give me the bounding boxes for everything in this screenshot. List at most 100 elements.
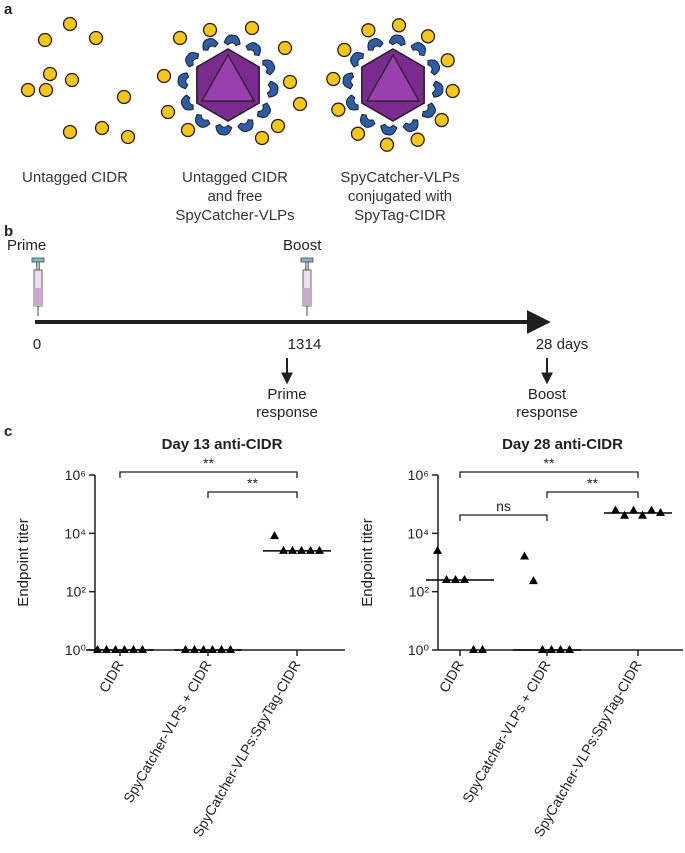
significance-bracket xyxy=(546,491,639,498)
boost-response: Boost xyxy=(528,386,567,403)
x-tick-label: CIDR xyxy=(436,658,467,696)
cidr-protein xyxy=(254,130,270,146)
spycatcher-shape xyxy=(185,52,200,68)
cidr-protein xyxy=(434,112,449,128)
spycatcher-shape xyxy=(195,113,211,128)
data-point xyxy=(120,645,129,653)
data-point xyxy=(629,505,638,514)
data-point xyxy=(547,645,556,653)
cidr-protein xyxy=(292,96,308,112)
chart-title: Day 13 anti-CIDR xyxy=(162,436,283,453)
spycatcher-shape xyxy=(342,72,355,90)
significance-label: ** xyxy=(587,475,598,491)
data-point xyxy=(208,645,217,653)
spycatcher-shape xyxy=(421,102,436,118)
data-point xyxy=(638,510,647,519)
cidr-protein xyxy=(88,30,104,46)
y-tick-label: 10⁰ xyxy=(408,642,430,658)
spycatcher-shape xyxy=(215,123,233,136)
data-point xyxy=(306,545,315,554)
data-point xyxy=(556,645,565,653)
spycatcher-shape xyxy=(345,94,359,111)
y-tick-label: 10⁴ xyxy=(64,525,86,541)
caption: conjugated with xyxy=(348,188,452,205)
cidr-protein xyxy=(277,40,293,56)
cidr-protein xyxy=(420,29,436,44)
spycatcher xyxy=(180,94,194,111)
data-point xyxy=(102,645,111,653)
cidr-protein xyxy=(361,23,376,38)
y-tick-label: 10² xyxy=(409,584,430,600)
data-point xyxy=(451,575,460,584)
caption: Untagged CIDR xyxy=(22,169,128,186)
spycatcher xyxy=(223,34,241,47)
data-point xyxy=(620,510,629,519)
y-tick-label: 10⁶ xyxy=(408,467,429,483)
spycatcher xyxy=(410,42,426,57)
day-label: 13 xyxy=(288,336,305,353)
spycatcher xyxy=(202,37,219,51)
prime-label: Prime xyxy=(7,237,46,254)
data-point xyxy=(442,575,451,584)
cidr-protein xyxy=(116,89,132,105)
spycatcher-shape xyxy=(262,59,276,76)
data-point xyxy=(270,531,279,540)
x-tick-label: CIDR xyxy=(96,658,127,696)
significance-bracket xyxy=(207,491,298,498)
spycatcher-shape xyxy=(256,102,271,118)
cidr-protein xyxy=(42,66,58,82)
data-point xyxy=(226,645,235,653)
data-point xyxy=(181,645,190,653)
spycatcher xyxy=(431,80,444,98)
caption: SpyTag-CIDR xyxy=(354,207,446,224)
spycatcher-shape xyxy=(402,119,419,133)
cidr-protein xyxy=(156,68,172,84)
significance-bracket xyxy=(459,471,639,478)
data-point xyxy=(611,505,620,514)
cidr-protein xyxy=(202,22,218,38)
boost-response: response xyxy=(516,404,578,421)
vlp-face xyxy=(200,53,256,102)
spycatcher xyxy=(256,102,271,118)
spycatcher xyxy=(245,42,261,57)
cidr-protein xyxy=(440,53,455,68)
vlp-face xyxy=(365,53,421,102)
x-tick-label: SpyCatcher-VLPs + CIDR xyxy=(459,658,554,806)
data-point xyxy=(297,545,306,554)
day-label: 14 xyxy=(305,336,322,353)
cidr-protein xyxy=(94,120,110,136)
y-tick-label: 10⁴ xyxy=(407,525,429,541)
spycatcher xyxy=(421,102,436,118)
y-tick-label: 10² xyxy=(66,584,87,600)
spycatcher xyxy=(177,72,190,90)
cidr-protein xyxy=(120,129,136,145)
spycatcher xyxy=(388,34,406,47)
spycatcher-shape xyxy=(202,37,219,51)
spycatcher-shape xyxy=(367,37,384,51)
spycatcher-shape xyxy=(360,113,376,128)
spycatcher xyxy=(360,113,376,128)
caption: and free xyxy=(207,188,262,205)
spycatcher-shape xyxy=(237,119,254,133)
spycatcher xyxy=(266,80,279,98)
cidr-protein xyxy=(445,83,460,99)
prime-response: response xyxy=(256,404,318,421)
cidr-protein xyxy=(244,20,260,36)
significance-bracket xyxy=(459,514,548,521)
significance-label: ** xyxy=(247,475,258,491)
spycatcher xyxy=(215,123,233,136)
data-point xyxy=(93,645,102,653)
caption: Untagged CIDR xyxy=(182,169,288,186)
cidr-protein xyxy=(62,16,78,32)
spycatcher xyxy=(427,59,441,76)
cidr-protein xyxy=(62,124,78,140)
day-label: 0 xyxy=(33,336,41,353)
y-axis-label: Endpoint titer xyxy=(15,518,32,606)
x-tick-label: SpyCatcher-VLPs:SpyTag-CIDR xyxy=(189,658,303,840)
caption: SpyCatcher-VLPs xyxy=(340,169,459,186)
cidr-protein xyxy=(350,126,366,141)
data-point xyxy=(129,645,138,653)
data-point xyxy=(565,645,574,653)
cidr-protein xyxy=(172,30,188,46)
y-tick-label: 10⁶ xyxy=(65,467,86,483)
